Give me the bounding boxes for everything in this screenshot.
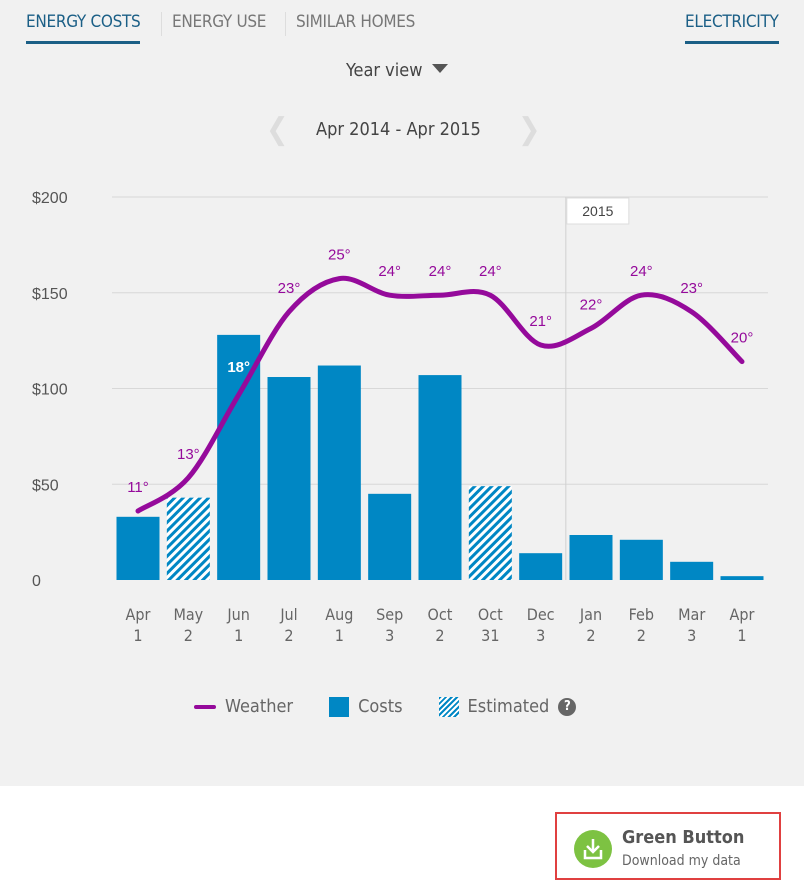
- cost-bar: [569, 534, 613, 580]
- x-tick-sublabel: 2: [586, 626, 595, 645]
- x-tick-label: Sep: [376, 605, 403, 624]
- green-button-subtitle: Download my data: [622, 853, 741, 869]
- weather-label: 25°: [328, 247, 351, 264]
- weather-label: 23°: [680, 280, 703, 297]
- download-icon: [574, 830, 612, 868]
- legend-costs: Costs: [358, 696, 403, 717]
- chevron-right-icon[interactable]: ❯: [518, 112, 541, 147]
- x-tick-label: Dec: [527, 605, 555, 624]
- costs-swatch: [329, 696, 350, 717]
- estimated-bar: [166, 497, 210, 580]
- green-button-title: Green Button: [622, 827, 745, 848]
- weather-swatch: [194, 704, 216, 709]
- weather-label: 18°: [227, 359, 250, 376]
- x-tick-sublabel: 2: [284, 626, 293, 645]
- help-icon[interactable]: ?: [558, 697, 577, 716]
- divider: [161, 12, 162, 36]
- cost-chart: 0 $50 $100 $150 $200 2015 Apr 1 May 2 Jun 1 Jul 2 Aug 1…: [32, 190, 768, 645]
- year-marker-box: [566, 197, 630, 225]
- y-tick-label: $200: [32, 190, 68, 207]
- weather-label: 24°: [429, 263, 452, 280]
- weather-label: 23°: [278, 280, 301, 297]
- x-tick-sublabel: 3: [536, 626, 545, 645]
- cost-bar: [116, 516, 160, 580]
- x-tick-sublabel: 1: [335, 626, 344, 645]
- divider: [285, 12, 286, 36]
- date-range: Apr 2014 - Apr 2015: [316, 119, 481, 140]
- x-tick-sublabel: 2: [637, 626, 646, 645]
- legend-estimated: Estimated: [467, 696, 550, 717]
- chevron-left-icon[interactable]: ❮: [266, 112, 289, 147]
- x-tick-sublabel: 1: [234, 626, 243, 645]
- cost-bar: [418, 375, 462, 580]
- x-tick-label: Jun: [226, 605, 250, 624]
- estimated-swatch: [438, 696, 459, 717]
- chart-legend: Weather Costs Estimated ?: [194, 696, 577, 717]
- x-tick-sublabel: 2: [184, 626, 193, 645]
- cost-bar: [317, 365, 361, 580]
- weather-label: 13°: [177, 446, 200, 463]
- cost-bar: [267, 377, 311, 580]
- weather-label: 22°: [580, 296, 603, 313]
- cost-bar: [217, 334, 261, 580]
- green-button-download[interactable]: Green Button Download my data: [555, 812, 781, 880]
- view-dropdown[interactable]: Year view: [346, 60, 449, 81]
- x-tick-sublabel: 31: [481, 626, 499, 645]
- x-tick-sublabel: 3: [687, 626, 696, 645]
- x-tick-sublabel: 1: [737, 626, 746, 645]
- x-tick-label: Apr: [730, 605, 755, 624]
- x-tick-sublabel: 3: [385, 626, 394, 645]
- tab-similar-homes[interactable]: SIMILAR HOMES: [296, 12, 415, 32]
- weather-label: 24°: [479, 263, 502, 280]
- cost-bar: [368, 493, 412, 580]
- x-tick-sublabel: 1: [133, 626, 142, 645]
- estimated-bar: [468, 486, 512, 580]
- view-label: Year view: [346, 60, 423, 81]
- weather-label: 24°: [630, 263, 653, 280]
- x-tick-label: Aug: [325, 605, 353, 624]
- x-tick-label: Jul: [279, 605, 297, 624]
- x-tick-label: Oct: [478, 605, 503, 624]
- tab-energy-costs[interactable]: ENERGY COSTS: [26, 12, 141, 44]
- weather-line: [135, 275, 745, 514]
- y-tick-label: 0: [32, 573, 41, 590]
- weather-label: 21°: [529, 313, 552, 330]
- cost-bar: [619, 539, 663, 580]
- weather-label: 11°: [127, 479, 149, 496]
- tab-energy-use[interactable]: ENERGY USE: [172, 12, 267, 32]
- x-tick-sublabel: 2: [435, 626, 444, 645]
- x-tick-label: Mar: [678, 605, 705, 624]
- x-tick-label: Oct: [428, 605, 453, 624]
- caret-down-icon: [432, 64, 449, 73]
- x-tick-label: May: [173, 605, 203, 624]
- weather-label: 24°: [378, 263, 401, 280]
- cost-bar: [519, 553, 563, 580]
- x-tick-label: Apr: [126, 605, 151, 624]
- y-tick-label: $100: [32, 382, 68, 399]
- year-marker-label: 2015: [582, 203, 613, 219]
- x-tick-label: Jan: [579, 605, 602, 624]
- y-tick-label: $50: [32, 477, 59, 494]
- legend-weather: Weather: [225, 696, 294, 717]
- x-tick-label: Feb: [629, 605, 654, 624]
- cost-bar: [720, 576, 764, 580]
- chart-panel: [0, 0, 804, 786]
- tab-electricity[interactable]: ELECTRICITY: [685, 12, 779, 44]
- weather-label: 20°: [731, 330, 754, 347]
- y-tick-label: $150: [32, 286, 68, 303]
- cost-bar: [670, 561, 714, 580]
